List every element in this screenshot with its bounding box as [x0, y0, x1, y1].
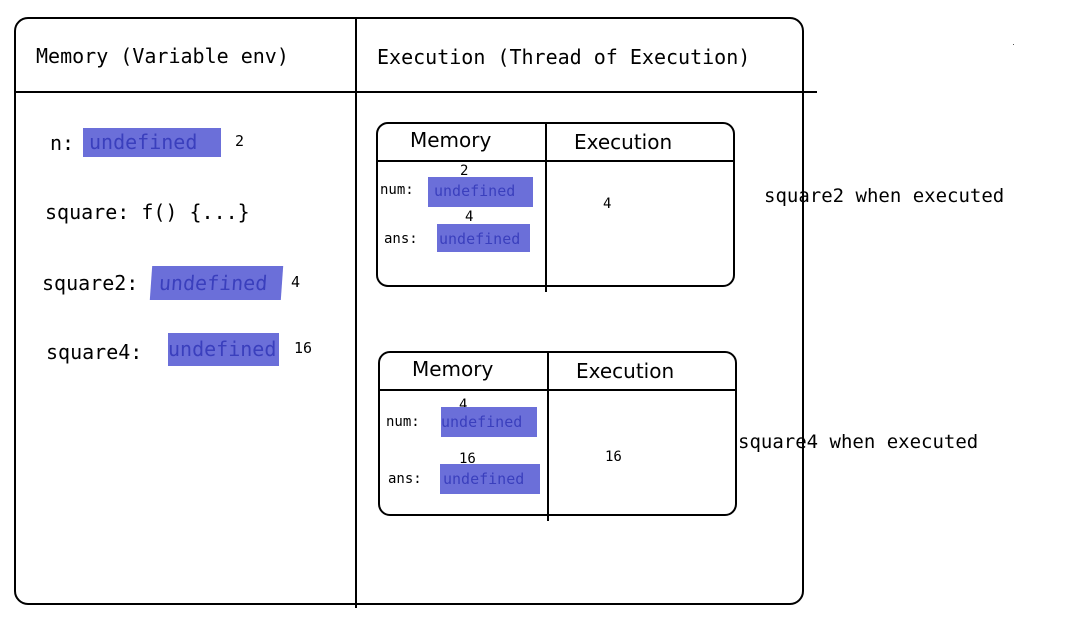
context-square4-ans-result: 16: [459, 451, 476, 467]
context-square2-ans-value: undefined: [437, 224, 530, 252]
var-n-result: 2: [235, 132, 245, 150]
context-square2-execution-header: Execution: [574, 130, 673, 154]
stray-dot: [1013, 44, 1014, 45]
context-square2-caption: square2 when executed: [764, 185, 1005, 207]
context-square4-ans-value: undefined: [440, 464, 540, 494]
context-square2-ans-result: 4: [465, 209, 474, 225]
context-square4-box: [378, 351, 737, 516]
column-divider: [355, 17, 357, 608]
execution-header: Execution (Thread of Execution): [377, 45, 751, 69]
var-n-value: undefined: [83, 128, 221, 157]
memory-header: Memory (Variable env): [36, 44, 289, 68]
context-square2-num-result: 2: [460, 163, 469, 179]
outer-frame: [14, 17, 804, 605]
var-square4-value: undefined: [168, 333, 279, 366]
context-square2-divider: [545, 122, 547, 292]
context-square4-num-value: undefined: [441, 407, 537, 437]
header-divider: [14, 91, 817, 93]
context-square2-num-label: num:: [380, 182, 414, 198]
context-square4-execution-header: Execution: [576, 359, 675, 383]
context-square4-ans-label: ans:: [388, 471, 422, 487]
context-square4-memory-header: Memory: [412, 357, 494, 381]
context-square4-header-line: [378, 389, 737, 391]
context-square2-ans-label: ans:: [384, 231, 418, 247]
context-square2-num-value: undefined: [428, 177, 533, 207]
var-square2-label: square2:: [42, 271, 139, 295]
context-square4-execution-value: 16: [605, 449, 622, 465]
context-square2-header-line: [376, 160, 735, 162]
context-square2-box: [376, 122, 735, 287]
context-square4-num-result: 4: [459, 397, 468, 413]
context-square4-divider: [547, 351, 549, 521]
var-square4-result: 16: [294, 339, 313, 357]
context-square4-caption: square4 when executed: [738, 431, 979, 453]
var-square2-value: undefined: [149, 266, 284, 300]
var-square2-result: 4: [291, 273, 301, 291]
var-square-label: square: f() {...}: [45, 200, 250, 224]
var-square4-label: square4:: [46, 340, 143, 364]
var-n-label: n:: [50, 131, 75, 155]
context-square2-execution-value: 4: [603, 196, 612, 212]
context-square2-memory-header: Memory: [410, 128, 492, 152]
context-square4-num-label: num:: [386, 414, 420, 430]
